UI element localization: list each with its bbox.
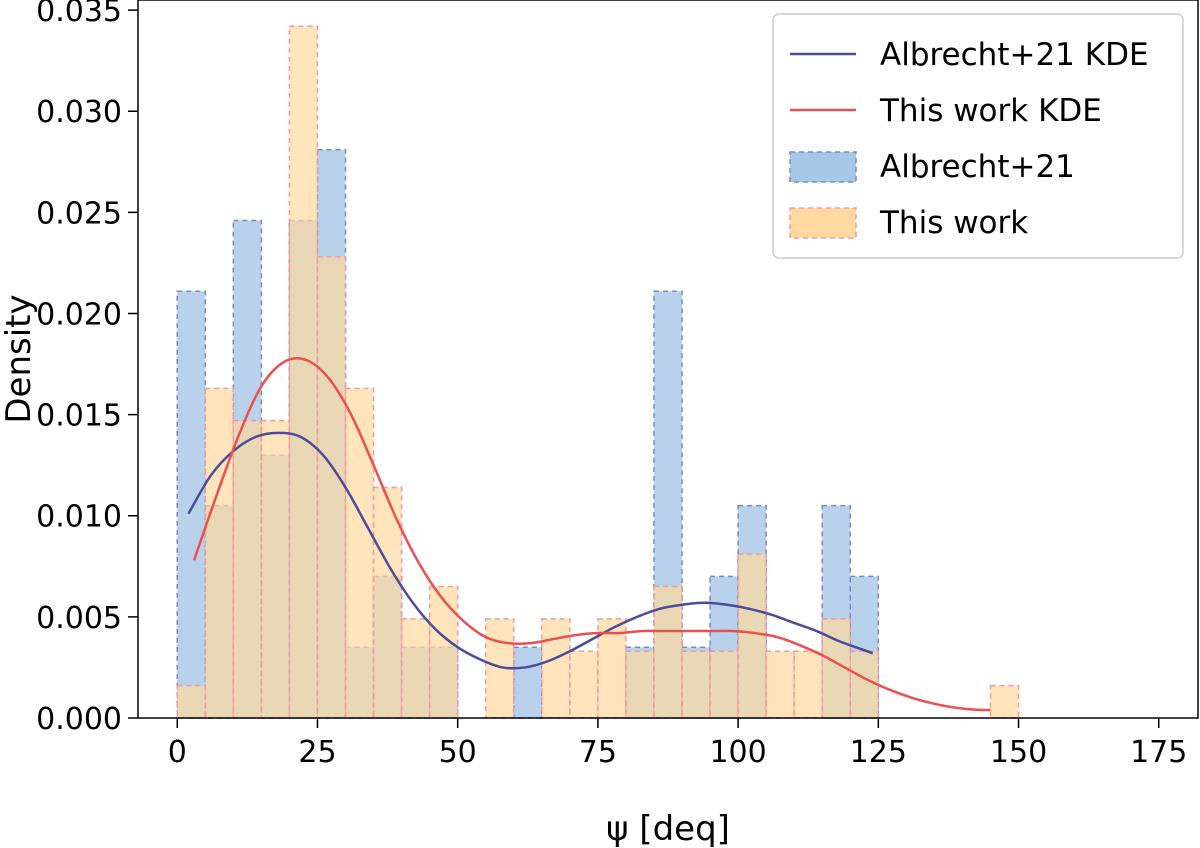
y-tick-label: 0.005 [36,601,122,636]
x-tick-label: 50 [439,735,477,770]
albrecht21-kde-line [187,431,874,670]
x-tick-label: 100 [709,735,766,770]
kde-lines [187,357,991,712]
this-work-bar-6 [344,387,375,719]
this-work-bar-18 [681,650,711,719]
albrecht21-bar-0 [176,290,207,719]
y-tick-label: 0.025 [36,196,122,231]
this-work-bar-1 [204,387,235,719]
this-work-bar-2 [232,419,263,719]
this-work-bar-16 [625,650,655,719]
legend-box [772,13,1184,259]
this-work-bar-13 [541,618,571,719]
this-work-bar-3 [260,419,291,719]
x-axis-title: ψ [deq] [606,809,730,848]
legend-label: Albrecht+21 KDE [880,37,1149,73]
y-tick-label: 0.035 [36,0,122,29]
x-tick-label: 125 [850,735,907,770]
x-tick-label: 175 [1130,735,1187,770]
legend-patch-swatch [789,207,857,239]
legend-label: This work [879,205,1028,241]
this-work-bar-24 [849,650,880,719]
y-tick-label: 0.010 [36,500,122,535]
this-work-kde-line [192,357,991,712]
this-work-bar-19 [709,650,739,719]
this-work-bar-4 [288,25,319,719]
y-tick-label: 0.030 [36,95,122,130]
this-work-bar-29 [989,684,1020,719]
legend-patch-swatch [789,151,857,183]
y-axis-title: Density [0,294,39,423]
legend: Albrecht+21 KDE This work KDE Albrecht+21 T… [772,13,1184,259]
y-tick-label: 0.020 [36,297,122,332]
x-tick-label: 0 [168,735,187,770]
this-work-bar-21 [765,650,795,719]
legend-label: Albrecht+21 [880,149,1075,185]
plot-frame [137,0,1199,719]
x-tick-label: 25 [298,735,336,770]
albrecht21-bar-12 [513,646,543,719]
this-work-bar-14 [569,650,599,719]
this-work-bar-22 [793,650,823,719]
x-tick-label: 75 [579,735,617,770]
x-tick-label: 150 [990,735,1047,770]
y-tick-label: 0.000 [36,702,122,737]
this-work-bar-5 [316,256,347,719]
y-tick-label: 0.015 [36,399,122,434]
axis-ticks: 0 25 50 75 100 125 150 175 0.000 0.005 0.010 0.015 0… [36,0,1187,770]
this-work-bar-15 [597,618,627,719]
this-work-bar-0 [176,684,207,719]
this-work-bar-20 [737,553,767,719]
legend-label: This work KDE [879,93,1102,129]
this-work-bar-8 [400,618,431,719]
this-work-bar-9 [428,585,459,719]
